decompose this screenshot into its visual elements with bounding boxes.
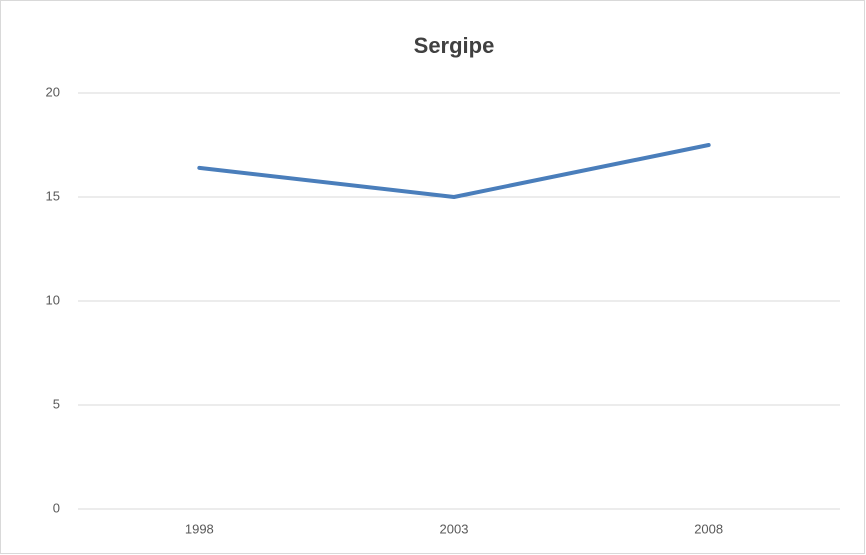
x-tick-label: 2003 xyxy=(440,521,469,536)
y-tick-label: 5 xyxy=(53,396,60,411)
y-tick-label: 10 xyxy=(46,292,60,307)
data-line xyxy=(197,143,711,199)
y-tick-label: 0 xyxy=(53,500,60,515)
y-tick-label: 20 xyxy=(46,84,60,99)
y-tick-label: 15 xyxy=(46,188,60,203)
x-tick-label: 1998 xyxy=(185,521,214,536)
chart-title: Sergipe xyxy=(414,33,495,58)
x-tick-label: 2008 xyxy=(694,521,723,536)
